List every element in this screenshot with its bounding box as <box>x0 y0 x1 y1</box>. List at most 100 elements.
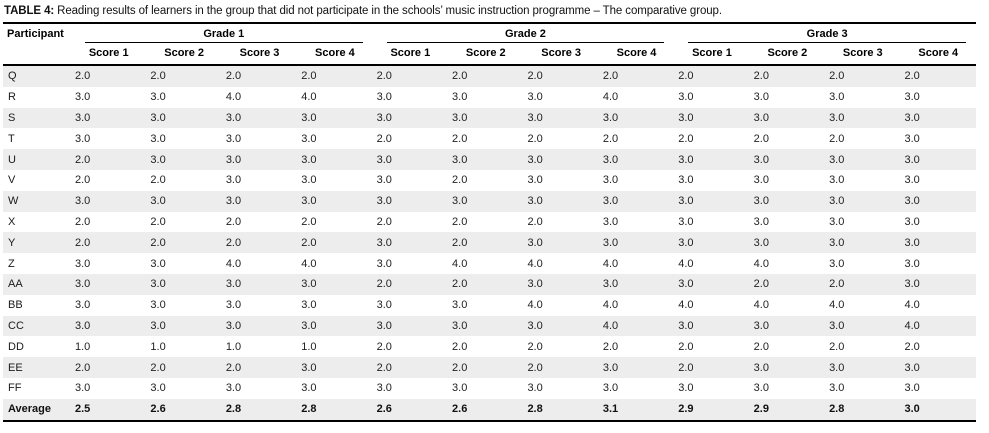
table-row: EE 2.0 2.0 2.0 3.0 2.0 2.0 2.0 3.0 2.0 3.0 3.0 3.0 <box>3 357 976 378</box>
score-cell: 3.0 <box>753 236 769 249</box>
score-header-grade1-col2: Score 2 <box>146 43 222 66</box>
participant-cell: V <box>8 174 16 187</box>
score-cell: 3.0 <box>904 382 920 395</box>
score-cell: 2.6 <box>376 403 392 416</box>
score-cell: 2.0 <box>602 340 619 353</box>
score-cell: 4.0 <box>602 299 619 312</box>
table-row: S 3.0 3.0 3.0 3.0 3.0 3.0 3.0 3.0 3.0 3.0 3.0 3.0 <box>3 107 976 129</box>
score-cell: 2.0 <box>75 236 91 249</box>
score-cell: 4.0 <box>904 299 920 312</box>
score-cell: 4.0 <box>602 257 619 270</box>
table-caption: TABLE 4: Reading results of learners in t… <box>3 2 989 22</box>
score-cell: 3.0 <box>150 319 166 332</box>
score-cell: 3.0 <box>829 361 845 374</box>
score-cell: 3.0 <box>904 153 920 166</box>
score-cell: 3.0 <box>829 91 845 104</box>
average-row: Average 2.5 2.6 2.8 2.8 2.6 2.6 2.8 3.1 2.9 2.9 2.8… <box>3 398 976 421</box>
score-header-row: Score 1 Score 2 Score 3 Score 4 Score 1 Score… <box>3 43 976 66</box>
score-cell: 2.0 <box>527 340 543 353</box>
score-cell: 3.0 <box>527 111 543 124</box>
grade-3-label: Grade 3 <box>688 24 966 43</box>
score-cell: 3.0 <box>678 153 694 166</box>
score-cell: 2.0 <box>452 174 468 187</box>
score-cell: 3.0 <box>376 195 392 208</box>
score-cell: 3.0 <box>225 153 242 166</box>
score-cell: 3.0 <box>602 153 619 166</box>
score-cell: 2.0 <box>150 361 166 374</box>
score-cell: 2.0 <box>301 215 317 228</box>
score-cell: 1.0 <box>150 340 166 353</box>
score-cell: 2.0 <box>527 361 543 374</box>
score-cell: 3.0 <box>301 382 317 395</box>
participant-cell: T <box>8 132 15 145</box>
score-cell: 3.0 <box>376 382 392 395</box>
score-cell: 2.0 <box>753 132 769 145</box>
score-cell: 3.0 <box>225 299 242 312</box>
score-cell: 2.8 <box>527 403 543 416</box>
score-cell: 3.0 <box>376 111 392 124</box>
score-cell: 2.0 <box>150 174 166 187</box>
participant-cell: FF <box>8 382 22 395</box>
score-cell: 3.0 <box>150 153 166 166</box>
score-cell: 3.0 <box>753 91 769 104</box>
participant-cell: Y <box>8 236 16 249</box>
score-cell: 3.0 <box>678 174 694 187</box>
score-cell: 2.0 <box>904 70 920 83</box>
score-cell: 2.0 <box>829 278 845 291</box>
score-cell: 4.0 <box>527 299 543 312</box>
score-cell: 3.0 <box>829 319 845 332</box>
score-header-grade1-col1: Score 1 <box>71 43 147 66</box>
score-cell: 2.8 <box>225 403 242 416</box>
score-cell: 3.0 <box>602 195 619 208</box>
table-row: T 3.0 3.0 3.0 3.0 2.0 2.0 2.0 2.0 2.0 2.0 2.0 3.0 <box>3 128 976 149</box>
score-cell: 2.0 <box>225 70 242 83</box>
grade-2-header: Grade 2 <box>373 23 675 43</box>
score-cell: 3.0 <box>301 153 317 166</box>
grade-2-label: Grade 2 <box>386 24 665 43</box>
table-row: Z 3.0 3.0 4.0 4.0 3.0 4.0 4.0 4.0 4.0 4.0 3.0 3.0 <box>3 253 976 274</box>
score-cell: 3.0 <box>527 319 543 332</box>
score-cell: 2.8 <box>301 403 317 416</box>
score-cell: 3.0 <box>376 91 392 104</box>
score-cell: 3.0 <box>904 257 920 270</box>
score-cell: 3.0 <box>753 215 769 228</box>
score-cell: 3.0 <box>150 382 166 395</box>
score-cell: 3.0 <box>75 132 91 145</box>
score-cell: 2.0 <box>301 70 317 83</box>
participant-cell: AA <box>8 278 23 291</box>
score-cell: 3.0 <box>527 195 543 208</box>
score-cell: 3.0 <box>904 236 920 249</box>
score-cell: 3.0 <box>602 111 619 124</box>
score-cell: 2.0 <box>452 132 468 145</box>
score-cell: 3.0 <box>150 299 166 312</box>
score-header-grade3-col3: Score 3 <box>825 43 901 66</box>
score-cell: 3.0 <box>75 91 91 104</box>
score-cell: 3.0 <box>150 257 166 270</box>
table-row: R 3.0 3.0 4.0 4.0 3.0 3.0 3.0 4.0 3.0 3.0 3.0 3.0 <box>3 87 976 108</box>
score-cell: 3.0 <box>829 174 845 187</box>
score-cell: 4.0 <box>602 91 619 104</box>
table-label: TABLE 4: <box>4 5 55 17</box>
score-cell: 1.0 <box>301 340 317 353</box>
participant-cell: S <box>8 111 16 124</box>
table-row: DD 1.0 1.0 1.0 1.0 2.0 2.0 2.0 2.0 2.0 2.0 2.0 2.0 <box>3 336 976 357</box>
score-cell: 2.0 <box>225 215 242 228</box>
score-header-grade3-col2: Score 2 <box>749 43 826 66</box>
table-body: Q 2.0 2.0 2.0 2.0 2.0 2.0 2.0 2.0 2.0 2.0 2.0 2.0 R 3.… <box>3 65 976 421</box>
average-label-cell: Average <box>8 403 52 416</box>
score-cell: 3.0 <box>376 236 392 249</box>
score-cell: 3.0 <box>829 382 845 395</box>
score-cell: 3.0 <box>678 236 694 249</box>
participant-header: Participant <box>3 23 71 66</box>
score-cell: 3.0 <box>527 174 543 187</box>
table-head: Participant Grade 1 Grade 2 Grade 3 Scor… <box>3 23 976 66</box>
grade-1-label: Grade 1 <box>85 24 363 43</box>
score-cell: 3.0 <box>376 257 392 270</box>
score-cell: 3.0 <box>527 382 543 395</box>
score-cell: 2.0 <box>150 70 166 83</box>
score-header-grade2-col4: Score 4 <box>598 43 675 66</box>
score-cell: 3.0 <box>904 278 920 291</box>
score-cell: 3.0 <box>452 195 468 208</box>
score-cell: 3.0 <box>225 174 242 187</box>
score-cell: 3.0 <box>225 319 242 332</box>
